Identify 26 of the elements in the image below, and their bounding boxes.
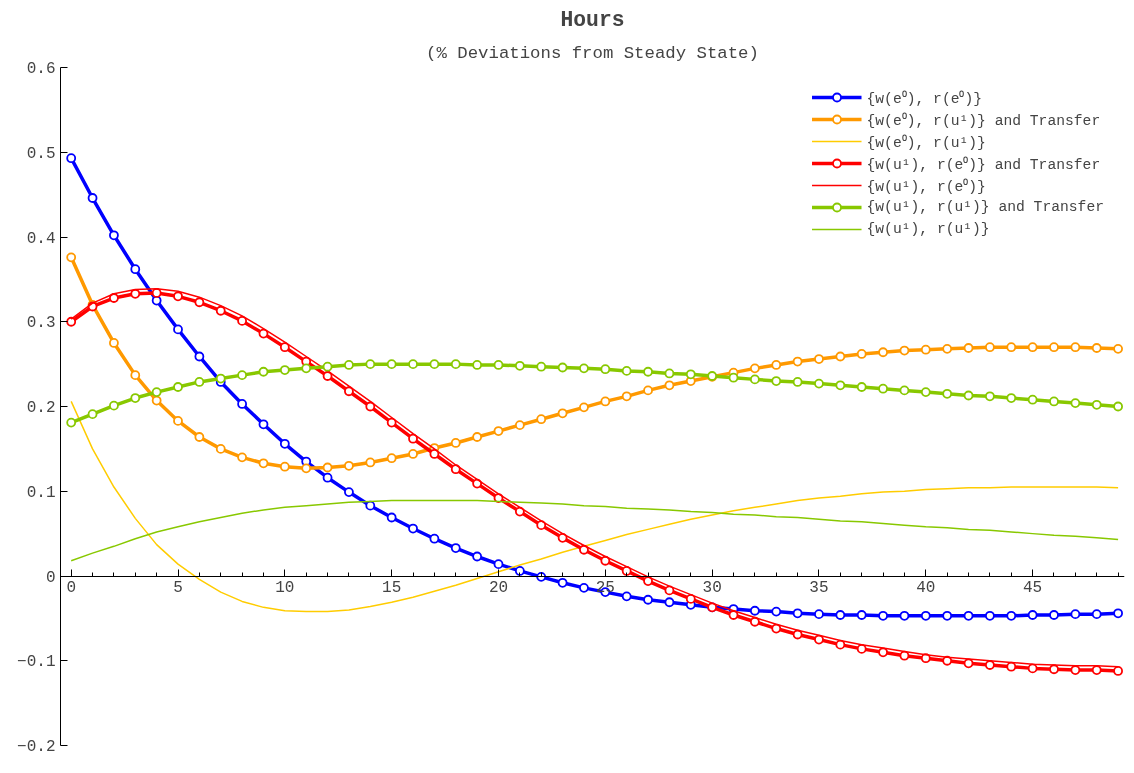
y-tick-label: 0.3 — [26, 314, 56, 333]
x-tick-label: 35 — [809, 579, 829, 597]
y-tick-label: −0.1 — [17, 653, 56, 672]
y-tick-label: −0.2 — [17, 738, 56, 756]
legend-label: {w(e⁰), r(e⁰)} — [866, 89, 983, 107]
x-tick-label: 40 — [916, 579, 936, 597]
legend-label: {w(u¹), r(u¹)} and Transfer — [866, 199, 1104, 215]
y-tick-label: 0.2 — [26, 399, 56, 417]
chart-subtitle: (% Deviations from Steady State) — [426, 43, 759, 63]
legend-label: {w(e⁰), r(u¹)} — [866, 133, 986, 151]
y-tick-label: 0.5 — [26, 144, 56, 163]
x-tick-label: 15 — [382, 579, 402, 597]
x-tick-label: 45 — [1023, 579, 1043, 597]
y-tick-label: 0.4 — [26, 229, 56, 248]
y-tick-label: 0.6 — [26, 60, 56, 78]
legend-label: {w(u¹), r(e⁰)} — [866, 177, 986, 195]
x-tick-label: 5 — [173, 579, 183, 597]
x-tick-label: 10 — [275, 579, 295, 597]
chart-title: Hours — [560, 7, 625, 32]
x-tick-label: 30 — [702, 579, 722, 597]
legend-label: {w(u¹), r(u¹)} — [866, 221, 990, 237]
y-tick-label: 0.1 — [26, 483, 56, 502]
legend-label: {w(u¹), r(e⁰)} and Transfer — [866, 155, 1101, 173]
legend-label: {w(e⁰), r(u¹)} and Transfer — [866, 111, 1101, 129]
x-tick-label: 0 — [66, 579, 76, 597]
x-tick-label: 20 — [488, 579, 509, 597]
